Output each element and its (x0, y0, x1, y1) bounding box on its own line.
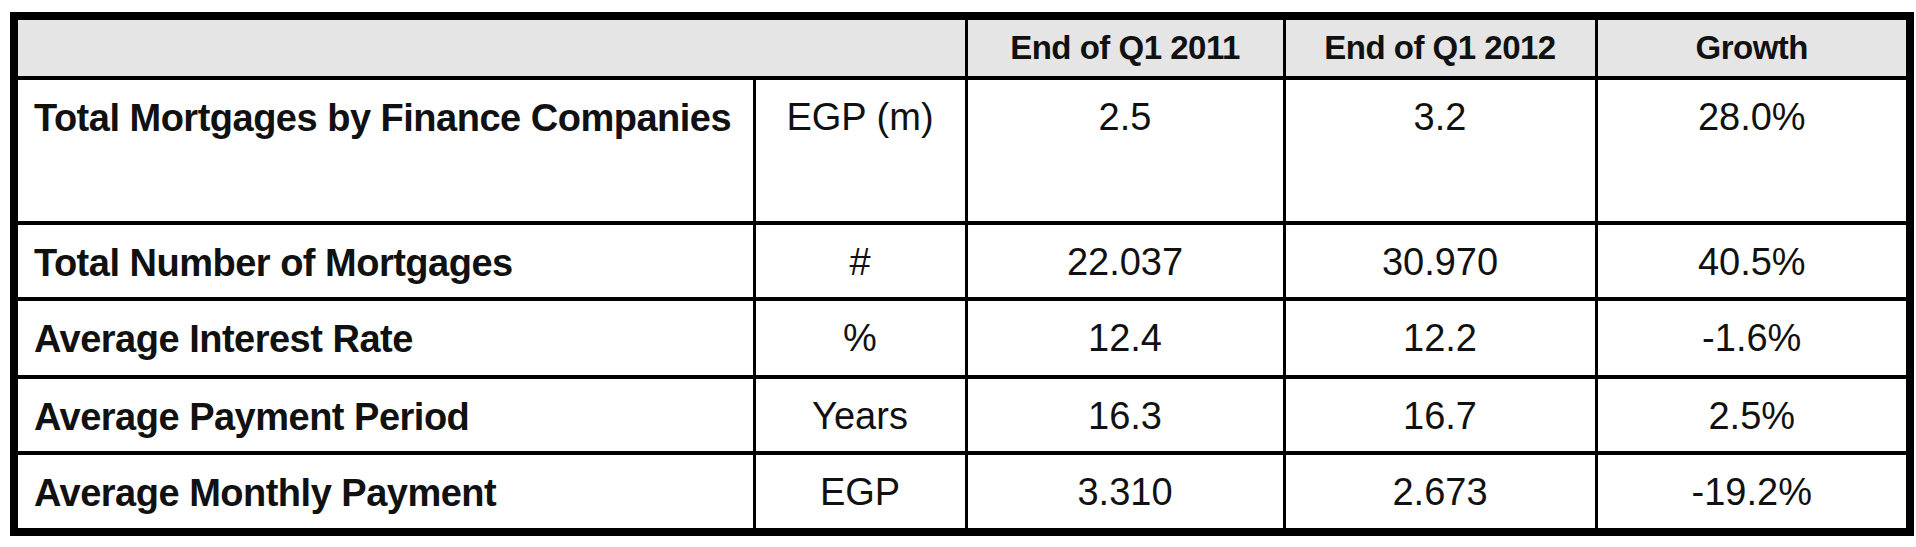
col-header-end-q1-2012: End of Q1 2012 (1284, 16, 1596, 78)
unit-cell: EGP (754, 453, 966, 532)
col-header-growth: Growth (1596, 16, 1910, 78)
table-row-payment-period: Average Payment Period Years 16.3 16.7 2… (14, 377, 1910, 454)
corner-cell (14, 16, 966, 78)
table-row-monthly-payment: Average Monthly Payment EGP 3.310 2.673 … (14, 453, 1910, 532)
value-q1-2012: 30.970 (1284, 223, 1596, 300)
col-header-end-q1-2011: End of Q1 2011 (966, 16, 1284, 78)
value-growth: 40.5% (1596, 223, 1910, 300)
table-row-number-of-mortgages: Total Number of Mortgages # 22.037 30.97… (14, 223, 1910, 300)
value-growth: -1.6% (1596, 299, 1910, 377)
value-q1-2011: 22.037 (966, 223, 1284, 300)
table-row-interest-rate: Average Interest Rate % 12.4 12.2 -1.6% (14, 299, 1910, 377)
value-q1-2012: 12.2 (1284, 299, 1596, 377)
value-q1-2011: 3.310 (966, 453, 1284, 532)
row-label: Average Interest Rate (14, 299, 754, 377)
data-table: End of Q1 2011 End of Q1 2012 Growth Tot… (10, 12, 1914, 536)
unit-cell: Years (754, 377, 966, 454)
row-label: Average Payment Period (14, 377, 754, 454)
value-growth: -19.2% (1596, 453, 1910, 532)
unit-cell: EGP (m) (754, 78, 966, 223)
value-q1-2011: 16.3 (966, 377, 1284, 454)
header-row: End of Q1 2011 End of Q1 2012 Growth (14, 16, 1910, 78)
value-growth: 2.5% (1596, 377, 1910, 454)
value-q1-2012: 2.673 (1284, 453, 1596, 532)
row-label: Total Number of Mortgages (14, 223, 754, 300)
row-label: Average Monthly Payment (14, 453, 754, 532)
unit-cell: # (754, 223, 966, 300)
mortgage-statistics-table: End of Q1 2011 End of Q1 2012 Growth Tot… (10, 12, 1906, 536)
value-q1-2012: 3.2 (1284, 78, 1596, 223)
table-row-total-mortgages: Total Mortgages by Finance Companies EGP… (14, 78, 1910, 223)
value-q1-2012: 16.7 (1284, 377, 1596, 454)
value-q1-2011: 2.5 (966, 78, 1284, 223)
value-growth: 28.0% (1596, 78, 1910, 223)
value-q1-2011: 12.4 (966, 299, 1284, 377)
row-label: Total Mortgages by Finance Companies (14, 78, 754, 223)
unit-cell: % (754, 299, 966, 377)
